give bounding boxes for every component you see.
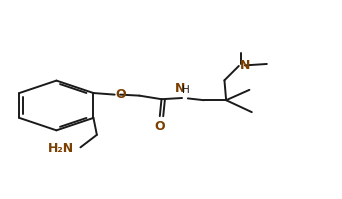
Text: O: O <box>155 121 165 134</box>
Text: H: H <box>182 85 190 95</box>
Text: N: N <box>175 82 185 95</box>
Text: H₂N: H₂N <box>48 142 74 155</box>
Text: N: N <box>240 59 250 72</box>
Text: O: O <box>115 88 126 101</box>
